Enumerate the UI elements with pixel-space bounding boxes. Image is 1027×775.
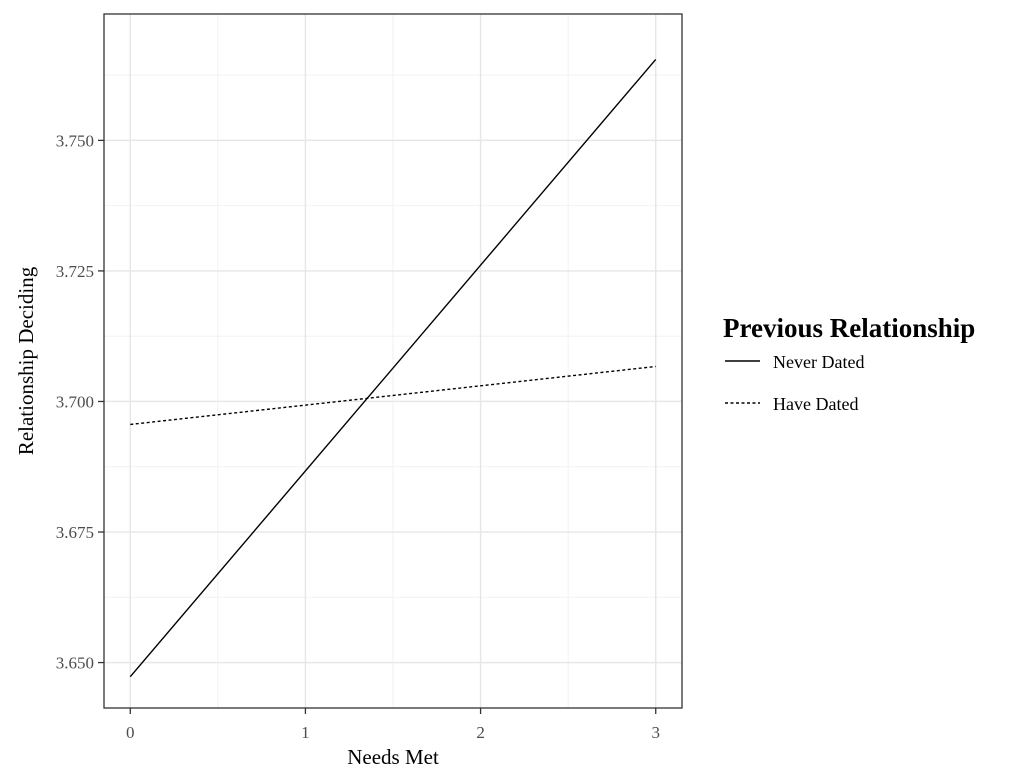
grid-layer — [104, 14, 682, 708]
series-line-have-dated — [130, 365, 656, 426]
y-tick-label: 3.700 — [56, 392, 94, 411]
plot-panel-border — [103, 13, 683, 709]
x-axis-title: Needs Met — [347, 745, 439, 769]
y-tick-label: 3.650 — [56, 654, 94, 673]
x-tick-label: 3 — [651, 723, 660, 742]
series-layer — [129, 58, 657, 678]
legend: Previous Relationship Never Dated Have Da… — [723, 313, 975, 414]
legend-items: Never Dated Have Dated — [725, 352, 864, 414]
legend-label-have-dated: Have Dated — [773, 394, 858, 414]
y-tick-label: 3.750 — [56, 131, 94, 150]
legend-label-never-dated: Never Dated — [773, 352, 864, 372]
y-axis-title: Relationship Deciding — [14, 266, 38, 455]
y-tick-label: 3.725 — [56, 262, 94, 281]
axis-layer: 0 1 2 3 3.650 3.675 3.700 3.725 3.750 — [56, 131, 660, 742]
series-line-never-dated — [129, 58, 657, 678]
x-tick-label: 2 — [476, 723, 485, 742]
legend-title: Previous Relationship — [723, 313, 975, 343]
x-tick-label: 0 — [126, 723, 135, 742]
y-tick-label: 3.675 — [56, 523, 94, 542]
x-tick-label: 1 — [301, 723, 310, 742]
